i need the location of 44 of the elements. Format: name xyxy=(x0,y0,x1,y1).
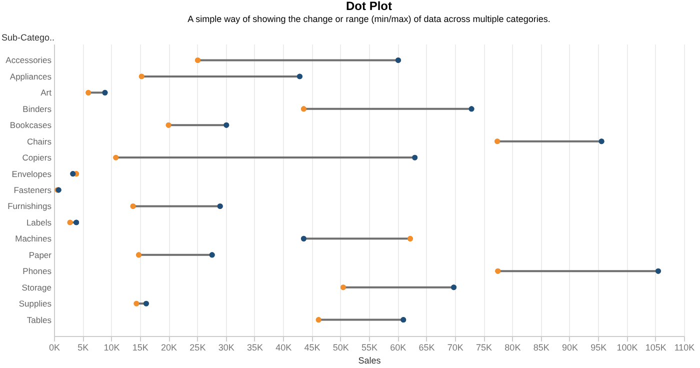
x-tick-label: 20K xyxy=(161,342,178,352)
y-tick-label: Labels xyxy=(26,217,52,228)
x-tick-label: 110K xyxy=(674,342,695,352)
x-tick-label: 5K xyxy=(78,342,89,352)
x-tick-label: 80K xyxy=(504,342,521,352)
y-tick-label: Bookcases xyxy=(10,120,52,130)
x-tick-label: 65K xyxy=(418,342,435,352)
y-tick-label: Binders xyxy=(22,104,52,114)
y-tick-label: Paper xyxy=(28,250,52,260)
x-tick-label: 95K xyxy=(590,342,607,352)
x-tick-label: 30K xyxy=(218,342,234,352)
x-tick-label: 0K xyxy=(48,342,60,352)
x-tick-label: 85K xyxy=(533,342,550,352)
y-tick-label: Machines xyxy=(15,234,52,244)
x-tick-label: 45K xyxy=(304,342,320,352)
x-tick-label: 35K xyxy=(246,342,263,352)
y-tick-label: Supplies xyxy=(18,298,52,309)
y-tick-label: Accessories xyxy=(6,55,52,66)
x-tick-label: 25K xyxy=(190,342,206,352)
chart-title: Dot Plot xyxy=(346,0,392,13)
y-tick-label: Appliances xyxy=(10,71,52,82)
y-tick-label: Copiers xyxy=(22,152,52,163)
y-tick-label: Phones xyxy=(22,266,52,276)
x-tick-label: 40K xyxy=(276,342,292,352)
y-tick-label: Fasteners xyxy=(14,185,52,195)
x-tick-label: 70K xyxy=(447,342,464,352)
x-tick-label: 100K xyxy=(616,342,638,352)
x-tick-label: 75K xyxy=(476,342,492,352)
y-tick-label: Art xyxy=(40,88,52,98)
chart-subtitle: A simple way of showing the change or range (min/max) of data across multiple categories. xyxy=(188,14,550,24)
y-tick-label: Storage xyxy=(22,282,52,292)
y-tick-label: Envelopes xyxy=(12,168,52,179)
y-tick-label: Tables xyxy=(26,314,52,325)
x-tick-label: 60K xyxy=(390,342,406,352)
x-tick-label: 105K xyxy=(645,342,666,352)
y-tick-label: Furnishings xyxy=(8,201,52,212)
x-tick-label: 15K xyxy=(132,342,148,352)
x-tick-label: 55K xyxy=(361,342,378,352)
y-tick-label: Chairs xyxy=(26,136,52,146)
x-tick-label: 50K xyxy=(332,342,349,352)
x-axis-title: Sales xyxy=(358,356,382,366)
x-tick-label: 10K xyxy=(104,342,120,352)
x-tick-label: 90K xyxy=(562,342,578,352)
y-axis-title: Sub-Catego.. xyxy=(2,32,55,42)
